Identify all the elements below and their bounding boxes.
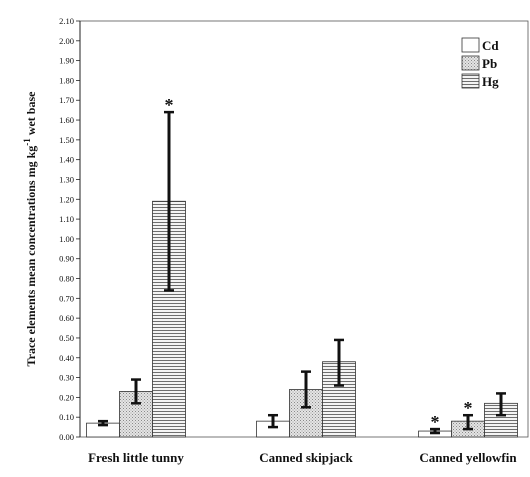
significance-star: * bbox=[431, 412, 440, 432]
y-axis: 0.00 0.10 0.20 0.30 0.40 0.50 0.60 0.70 0.80 0.90… bbox=[59, 16, 81, 442]
error-bar-pb-1 bbox=[131, 378, 141, 405]
error-bar-hg-2 bbox=[334, 338, 344, 387]
y-axis-label: Trace elements mean concentrations mg kg… bbox=[22, 91, 38, 367]
plot-frame bbox=[79, 20, 529, 438]
y-tick-label: 0.10 bbox=[59, 412, 74, 422]
y-tick-label: 0.40 bbox=[59, 353, 74, 363]
error-bar-pb-2 bbox=[301, 370, 311, 409]
y-tick-label: 0.70 bbox=[59, 293, 74, 303]
y-tick-label: 1.40 bbox=[59, 155, 74, 165]
error-bars-layer bbox=[98, 110, 506, 435]
legend-swatch bbox=[461, 55, 480, 71]
bars-layer bbox=[86, 200, 518, 438]
y-tick-label: 1.70 bbox=[59, 95, 74, 105]
category-label: Fresh little tunny bbox=[88, 450, 184, 465]
y-tick-label: 0.60 bbox=[59, 313, 74, 323]
y-tick-label: 2.10 bbox=[59, 16, 74, 26]
y-tick-label: 1.00 bbox=[59, 234, 74, 244]
y-tick-label: 1.50 bbox=[59, 135, 74, 145]
error-bar-cd-3 bbox=[430, 427, 440, 435]
y-tick-label: 0.30 bbox=[59, 373, 74, 383]
y-tick-label: 0.90 bbox=[59, 254, 74, 264]
legend-swatch bbox=[461, 37, 480, 53]
significance-markers: * * * bbox=[165, 95, 473, 432]
error-bar-hg-1 bbox=[164, 110, 174, 292]
y-tick-label: 0.80 bbox=[59, 274, 74, 284]
y-tick-label: 0.00 bbox=[59, 432, 74, 442]
legend-label: Pb bbox=[482, 56, 497, 71]
y-tick-label: 1.20 bbox=[59, 194, 74, 204]
category-label: Canned yellowfin bbox=[419, 450, 517, 465]
y-tick-label: 2.00 bbox=[59, 36, 74, 46]
category-label: Canned skipjack bbox=[259, 450, 353, 465]
error-bar-cd-1 bbox=[98, 419, 108, 427]
significance-star: * bbox=[165, 95, 174, 115]
y-tick-label: 1.90 bbox=[59, 56, 74, 66]
error-bar-pb-3 bbox=[463, 413, 473, 431]
y-tick-label: 1.10 bbox=[59, 214, 74, 224]
legend: Cd Pb Hg bbox=[461, 37, 499, 89]
legend-item-cd: Cd bbox=[461, 37, 499, 53]
error-bar-hg-3 bbox=[496, 392, 506, 417]
legend-swatch bbox=[461, 73, 480, 89]
y-tick-label: 0.50 bbox=[59, 333, 74, 343]
legend-label: Hg bbox=[482, 74, 499, 89]
y-tick-label: 1.60 bbox=[59, 115, 74, 125]
x-axis-categories: Fresh little tunny Canned skipjack Canned … bbox=[88, 450, 517, 465]
legend-item-pb: Pb bbox=[461, 55, 497, 71]
legend-item-hg: Hg bbox=[461, 73, 499, 89]
error-bar-cd-2 bbox=[268, 413, 278, 429]
significance-star: * bbox=[464, 398, 473, 418]
y-tick-label: 0.20 bbox=[59, 392, 74, 402]
y-tick-label: 1.80 bbox=[59, 75, 74, 85]
legend-label: Cd bbox=[482, 38, 499, 53]
y-tick-label: 1.30 bbox=[59, 174, 74, 184]
